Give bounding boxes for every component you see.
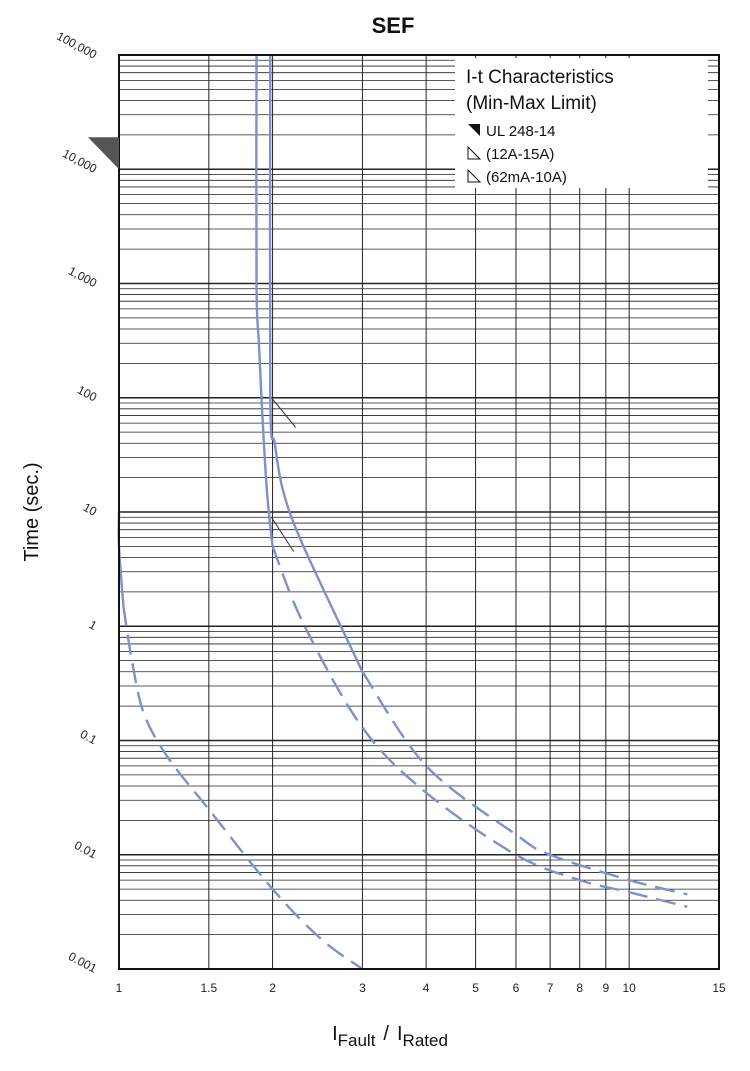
- x-axis-label: IFault / IRated: [332, 1023, 448, 1050]
- x-tick-labels: 1 1.5 2 3 4 5 6 7 8 9 10 15: [116, 981, 726, 995]
- y-tick-label: 10: [81, 500, 100, 519]
- x-label-fault: Fault: [338, 1031, 376, 1050]
- legend: I-t Characteristics (Min-Max Limit) UL 2…: [455, 58, 708, 188]
- y-axis-label: Time (sec.): [21, 462, 43, 561]
- ul-marker-triangle: [88, 137, 119, 170]
- x-label-i1: I: [332, 1023, 338, 1045]
- x-tick-label: 4: [423, 981, 430, 995]
- x-tick-label: 9: [602, 981, 609, 995]
- legend-heading-1: I-t Characteristics: [466, 67, 614, 88]
- y-tick-labels: 0.001 0.01 0.1 1 10 100 1,000 10,000 100,000: [54, 29, 99, 976]
- curve-dashed-max: [361, 671, 688, 896]
- x-tick-label: 5: [472, 981, 479, 995]
- x-tick-label: 2: [269, 981, 276, 995]
- legend-item-ul: UL 248-14: [486, 123, 556, 140]
- x-label-rated: Rated: [403, 1031, 448, 1050]
- legend-heading-2: (Min-Max Limit): [466, 93, 597, 114]
- legend-box: [455, 58, 708, 188]
- legend-filled-triangle-icon: [468, 124, 480, 136]
- legend-outline-triangle-icon: [467, 145, 482, 160]
- curve-dashed-min: [122, 605, 364, 970]
- ul-mark-line: [271, 397, 297, 428]
- y-tick-label: 0.1: [78, 727, 100, 747]
- x-tick-label: 3: [359, 981, 366, 995]
- svg-text:IFault/IRated: IFault / IRated: [332, 1023, 448, 1050]
- plot-frame: [118, 54, 720, 970]
- legend-item-12a: (12A-15A): [486, 146, 554, 163]
- y-tick-label: 10,000: [60, 146, 99, 176]
- x-tick-label: 7: [547, 981, 554, 995]
- curve-dashed-min: [271, 545, 688, 908]
- curve-solid-min: [255, 54, 274, 547]
- grid-lines: [119, 55, 719, 969]
- y-tick-label: 0.001: [66, 949, 99, 976]
- y-tick-label: 100,000: [54, 29, 99, 62]
- x-tick-label: 1.5: [200, 981, 217, 995]
- x-tick-label: 6: [513, 981, 520, 995]
- y-tick-label: 1: [87, 617, 100, 633]
- y-tick-label: 100: [75, 383, 100, 405]
- y-tick-label: 0.01: [72, 838, 99, 861]
- ul-marks: [271, 397, 297, 552]
- x-label-i2: I: [397, 1023, 403, 1045]
- x-tick-label: 10: [622, 981, 636, 995]
- x-label-sep: /: [383, 1023, 389, 1045]
- chart-title: SEF: [372, 13, 415, 38]
- legend-item-62ma: (62mA-10A): [486, 169, 567, 186]
- ul-248-14-marker: [88, 137, 119, 170]
- x-tick-label: 8: [576, 981, 583, 995]
- legend-outline-triangle-icon: [467, 168, 482, 183]
- x-tick-label: 15: [712, 981, 726, 995]
- curve-solid-max: [268, 54, 364, 673]
- y-tick-label: 1,000: [66, 264, 99, 291]
- x-tick-label: 1: [116, 981, 123, 995]
- ul-mark-line: [271, 516, 295, 552]
